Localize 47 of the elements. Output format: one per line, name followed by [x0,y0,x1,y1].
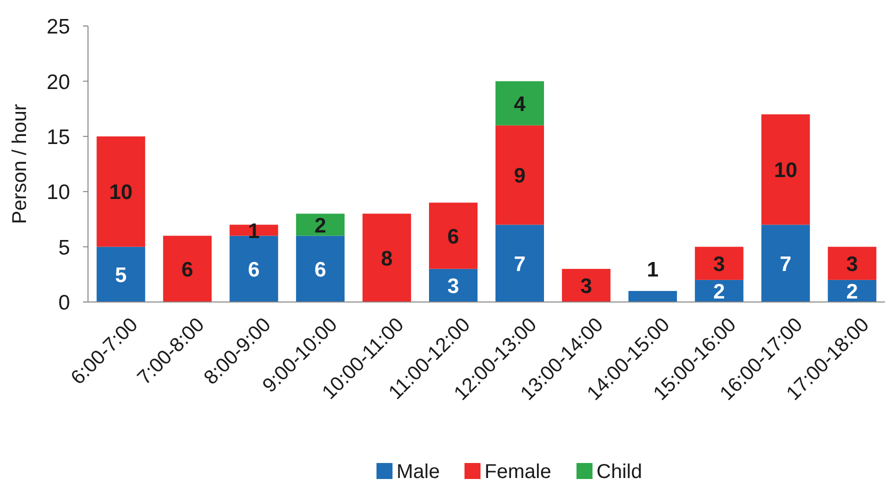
data-label: 3 [580,275,592,298]
bar [296,214,345,236]
data-label: 7 [780,252,792,276]
legend-label: Male [396,461,440,484]
data-label: 6 [182,258,194,282]
bar [495,224,544,302]
data-label: 1 [646,258,659,282]
bar [96,136,146,247]
data-label: 4 [514,92,526,116]
data-label: 2 [713,280,725,304]
bar [495,125,544,225]
bar [96,246,146,302]
y-tick-label: 5 [58,236,70,260]
y-tick-label: 25 [46,16,70,39]
data-label: 10 [109,181,133,204]
data-label: 5 [115,264,128,287]
data-label: 6 [447,225,460,248]
bar [429,202,478,269]
data-label: 10 [774,159,798,182]
data-label: 7 [514,252,526,276]
bar [562,268,610,302]
bar [694,246,744,280]
bar [163,236,212,302]
data-label: 8 [380,247,393,270]
bar [761,114,810,225]
y-tick-label: 0 [58,292,70,315]
y-tick-label: 20 [46,70,70,94]
data-label: 2 [846,280,858,304]
legend-label: Female [484,461,552,484]
data-label: 6 [314,258,326,282]
data-label: 3 [846,252,858,276]
bar [495,81,544,126]
y-tick-label: 15 [46,126,70,149]
data-label: 9 [514,164,526,188]
data-label: 6 [248,258,260,282]
y-axis-title: Person / hour [9,104,31,224]
y-tick-label: 10 [46,181,70,204]
bar [296,236,345,302]
legend-label: Child [596,461,642,484]
data-label: 2 [314,214,326,238]
bar [761,224,810,302]
data-label: 3 [713,252,725,276]
bar [628,290,677,302]
bar [429,268,478,302]
bar [828,246,876,280]
data-label: 3 [447,275,460,298]
bar [362,214,412,302]
